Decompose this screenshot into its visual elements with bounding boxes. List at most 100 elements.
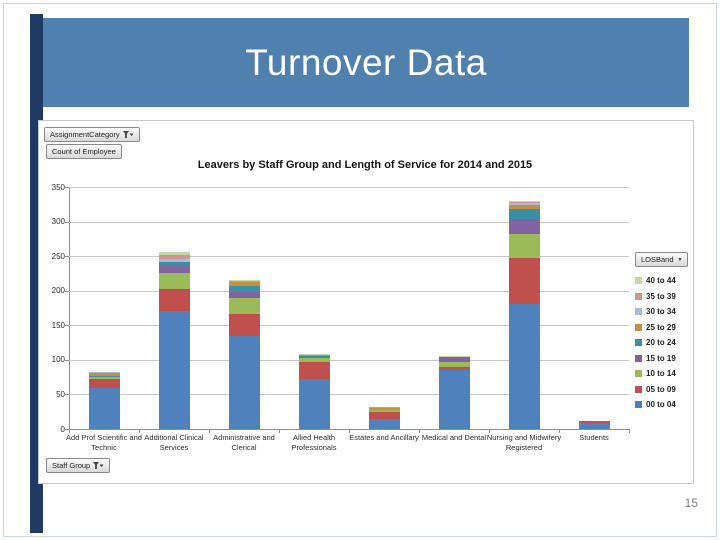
gridline <box>69 256 629 258</box>
y-tick-label: 150 <box>51 320 65 330</box>
y-tick-label: 250 <box>51 251 65 261</box>
x-category-label: Additional Clinical Services <box>144 433 204 453</box>
bar-segment <box>88 375 120 377</box>
bar-segment <box>158 258 190 262</box>
chart-object: AssignmentCategory Count of Employee Lea… <box>38 120 694 484</box>
assignment-category-label: AssignmentCategory <box>50 130 120 139</box>
y-axis-tick <box>65 359 69 361</box>
y-tick-label: 350 <box>51 182 65 192</box>
y-tick-label: 0 <box>60 424 65 434</box>
bar-segment <box>228 335 260 429</box>
bar-segment <box>158 288 190 312</box>
page-number: 15 <box>684 496 698 510</box>
legend-label: 00 to 04 <box>646 400 676 410</box>
bar-segment <box>158 261 190 266</box>
x-axis-tick <box>209 429 210 433</box>
bar-segment <box>368 407 400 411</box>
bar-segment <box>438 370 470 429</box>
gridline <box>69 359 629 361</box>
legend-item: 05 to 09 <box>635 382 691 398</box>
x-category-label: Nursing and Midwifery Registered <box>486 433 562 453</box>
bar-segment <box>368 406 400 408</box>
legend-items: 40 to 44 35 to 39 30 to 34 25 to 29 20 to 24… <box>635 273 691 413</box>
bar-segment <box>88 372 120 373</box>
gridline <box>69 221 629 223</box>
bar-segment <box>298 355 330 358</box>
y-tick-label: 50 <box>56 389 65 399</box>
x-axis-tick <box>419 429 420 433</box>
legend-swatch <box>635 339 642 347</box>
bar-segment <box>228 280 260 282</box>
bar-segment <box>508 303 540 429</box>
chevron-down-icon: ▼ <box>677 256 683 263</box>
y-axis-tick <box>65 290 69 292</box>
legend-swatch <box>635 277 642 285</box>
bar-segment <box>158 252 190 256</box>
bar-segment <box>298 361 330 379</box>
bar-segment <box>88 377 120 379</box>
bar-segment <box>508 209 540 219</box>
y-tick-label: 200 <box>51 286 65 296</box>
staff-group-filter-button[interactable]: Staff Group <box>46 458 111 473</box>
bar-segment <box>298 357 330 359</box>
chart-title: Leavers by Staff Group and Length of Ser… <box>197 159 533 171</box>
legend-swatch <box>635 370 642 378</box>
bar-segment <box>88 387 120 429</box>
bar-segment <box>298 355 330 356</box>
bar-segment <box>368 410 400 412</box>
legend-swatch <box>635 292 642 300</box>
page-title: Turnover Data <box>245 41 487 83</box>
bar-segment <box>158 255 190 259</box>
legend-label: 10 to 14 <box>646 369 676 379</box>
gridline <box>69 325 629 327</box>
legend-label: 30 to 34 <box>646 307 676 317</box>
x-category-label: Add Prof Scientific and Technic <box>66 433 142 453</box>
x-axis-tick <box>629 429 630 433</box>
bar-segment <box>228 297 260 314</box>
bar-segment <box>508 258 540 304</box>
x-category-label: Estates and Ancillary <box>349 433 419 442</box>
filter-funnel-icon <box>93 461 104 470</box>
bar-segment <box>508 234 540 259</box>
legend-item: 30 to 34 <box>635 304 691 320</box>
legend-item: 00 to 04 <box>635 397 691 413</box>
bar-segment <box>508 205 540 210</box>
x-category-label: Medical and Dental <box>421 433 487 442</box>
bar-segment <box>508 218 540 235</box>
x-labels-layer: Add Prof Scientific and Technic Additiona… <box>66 433 629 473</box>
bar-segment <box>228 292 260 298</box>
legend: LOSBand ▼ 40 to 44 35 to 39 30 to 34 25 to … <box>635 249 691 413</box>
bar-segment <box>228 281 260 286</box>
bar-segment <box>438 367 470 371</box>
legend-item: 10 to 14 <box>635 366 691 382</box>
x-category-label: Students <box>579 433 609 442</box>
bar-segment <box>438 361 470 368</box>
x-category-label: Allied Health Professionals <box>291 433 337 453</box>
los-band-label: LOSBand <box>641 255 674 264</box>
legend-item: 20 to 24 <box>635 335 691 351</box>
legend-swatch <box>635 308 642 316</box>
bar-segment <box>88 373 120 376</box>
y-axis-line <box>69 187 70 429</box>
bar-segment <box>508 201 540 203</box>
y-axis-tick <box>65 325 69 327</box>
staff-group-label: Staff Group <box>52 461 91 470</box>
y-axis-tick <box>65 187 69 188</box>
bar-segment <box>438 356 470 362</box>
x-axis-tick <box>489 429 490 433</box>
bar-segment <box>578 422 610 429</box>
bar-segment <box>298 378 330 429</box>
bar-segment <box>228 313 260 336</box>
los-band-filter-button[interactable]: LOSBand ▼ <box>635 252 689 267</box>
gridline <box>69 187 629 188</box>
bar-segment <box>578 421 610 423</box>
assignment-category-filter-button[interactable]: AssignmentCategory <box>44 127 140 142</box>
y-tick-label: 100 <box>51 355 65 365</box>
x-axis-tick <box>559 429 560 433</box>
bar-segment <box>298 358 330 362</box>
count-of-employee-button[interactable]: Count of Employee <box>46 144 122 159</box>
x-category-label: Administrative and Clerical <box>213 433 275 453</box>
legend-label: 35 to 39 <box>646 291 676 301</box>
bar-segment <box>298 354 330 356</box>
